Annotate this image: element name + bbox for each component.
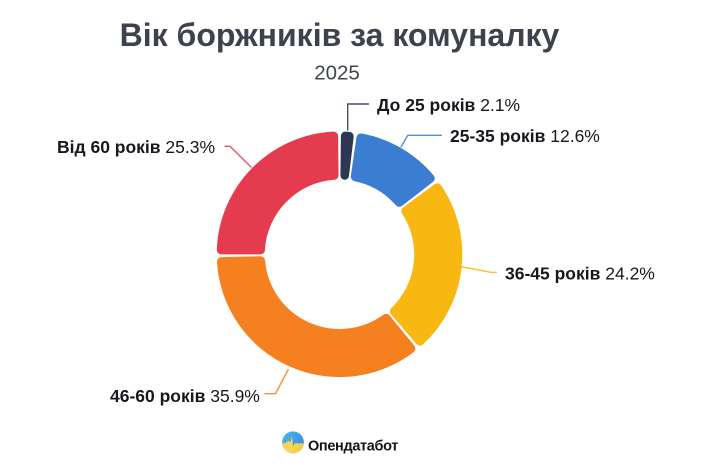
svg-text:Вік боржників за комуналку: Вік боржників за комуналку [120,17,560,53]
svg-text:2025: 2025 [314,62,360,85]
svg-text:25-35 років 12.6%: 25-35 років 12.6% [450,126,600,146]
svg-text:36-45 років 24.2%: 36-45 років 24.2% [505,263,655,283]
svg-text:Опендатабот: Опендатабот [308,438,398,454]
svg-text:46-60 років 35.9%: 46-60 років 35.9% [110,386,260,406]
svg-text:До 25 років 2.1%: До 25 років 2.1% [377,95,520,115]
svg-text:Від 60 років 25.3%: Від 60 років 25.3% [57,137,215,157]
